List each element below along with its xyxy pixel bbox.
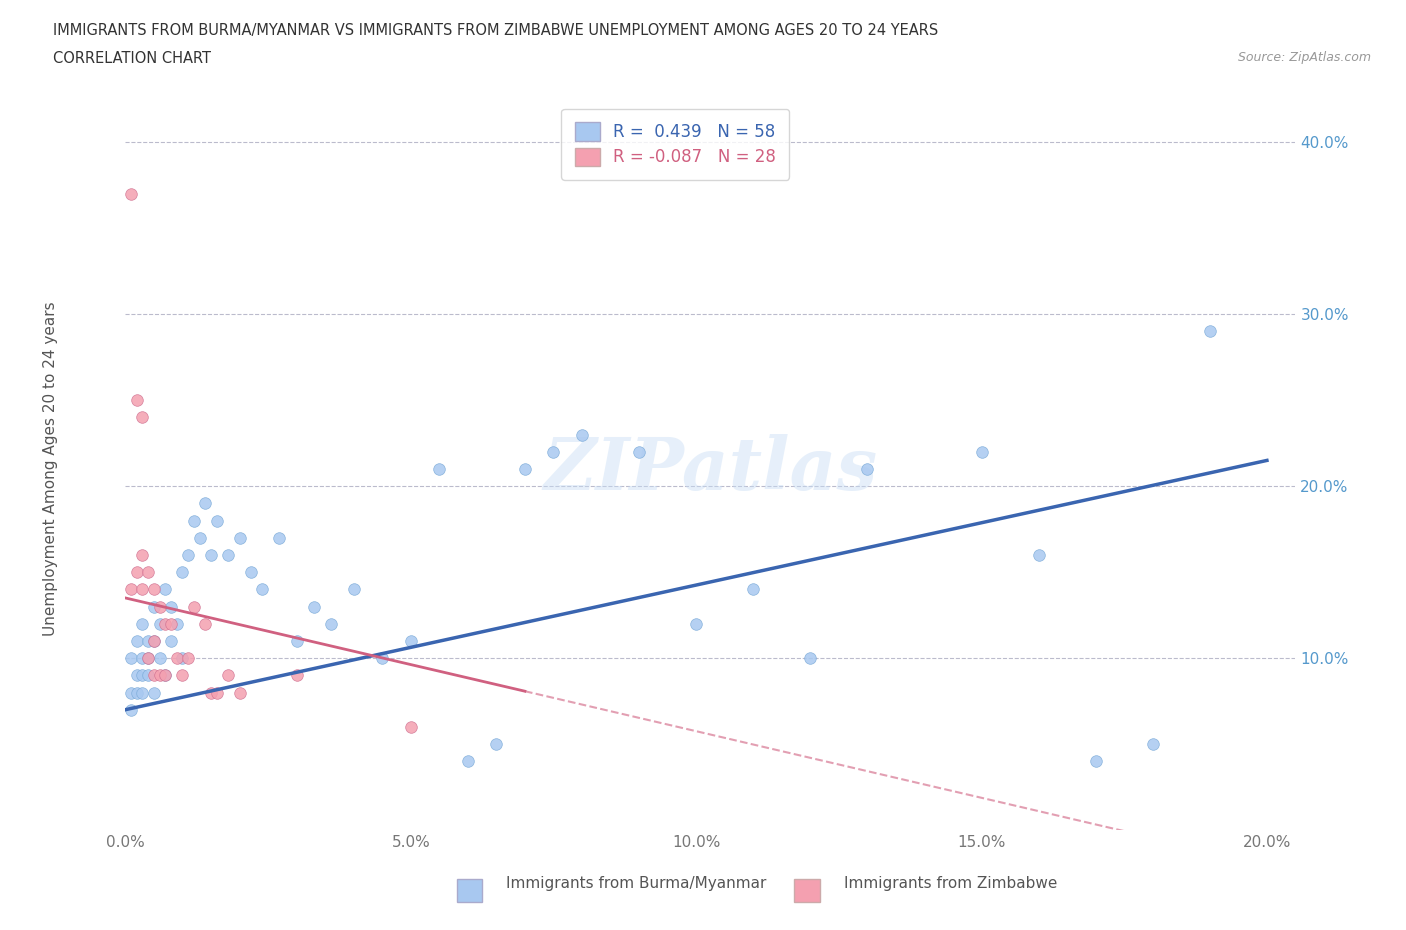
- Point: [194, 617, 217, 631]
- Point: [160, 633, 183, 648]
- Y-axis label: Unemployment Among Ages 20 to 24 years: Unemployment Among Ages 20 to 24 years: [44, 301, 58, 636]
- Point: [172, 565, 194, 579]
- Point: [142, 582, 165, 597]
- Point: [136, 668, 159, 683]
- Point: [149, 651, 172, 666]
- Point: [120, 702, 142, 717]
- Point: [399, 720, 422, 735]
- Point: [120, 187, 142, 202]
- Point: [172, 668, 194, 683]
- Point: [177, 548, 200, 563]
- Point: [205, 685, 228, 700]
- Point: [155, 582, 177, 597]
- Point: [1028, 548, 1050, 563]
- Point: [136, 651, 159, 666]
- Point: [799, 651, 821, 666]
- Point: [160, 617, 183, 631]
- Point: [200, 685, 222, 700]
- Point: [155, 617, 177, 631]
- Point: [131, 668, 153, 683]
- Point: [183, 513, 205, 528]
- Point: [188, 530, 211, 545]
- Point: [1084, 754, 1107, 769]
- Point: [172, 651, 194, 666]
- Point: [205, 513, 228, 528]
- Point: [120, 651, 142, 666]
- Point: [131, 685, 153, 700]
- Point: [120, 582, 142, 597]
- Point: [177, 651, 200, 666]
- Point: [228, 530, 250, 545]
- Point: [142, 599, 165, 614]
- Point: [371, 651, 394, 666]
- Point: [149, 617, 172, 631]
- Point: [142, 668, 165, 683]
- Point: [136, 651, 159, 666]
- Point: [125, 392, 148, 407]
- Point: [685, 617, 707, 631]
- Point: [856, 461, 879, 476]
- Point: [142, 633, 165, 648]
- Point: [155, 668, 177, 683]
- Point: [131, 651, 153, 666]
- Point: [485, 737, 508, 751]
- Point: [125, 565, 148, 579]
- Point: [228, 685, 250, 700]
- Point: [217, 548, 239, 563]
- Point: [457, 754, 479, 769]
- Point: [125, 685, 148, 700]
- Point: [131, 617, 153, 631]
- Legend: R =  0.439   N = 58, R = -0.087   N = 28: R = 0.439 N = 58, R = -0.087 N = 28: [561, 109, 789, 179]
- Text: Immigrants from Zimbabwe: Immigrants from Zimbabwe: [844, 876, 1057, 891]
- Point: [120, 685, 142, 700]
- Point: [239, 565, 262, 579]
- Point: [1142, 737, 1164, 751]
- Point: [142, 685, 165, 700]
- Point: [571, 427, 593, 442]
- Point: [125, 633, 148, 648]
- Point: [149, 668, 172, 683]
- Point: [543, 445, 565, 459]
- Point: [160, 599, 183, 614]
- Point: [166, 617, 188, 631]
- Point: [628, 445, 651, 459]
- Text: Source: ZipAtlas.com: Source: ZipAtlas.com: [1237, 51, 1371, 64]
- Point: [200, 548, 222, 563]
- Point: [399, 633, 422, 648]
- Point: [166, 651, 188, 666]
- Point: [142, 633, 165, 648]
- Point: [194, 496, 217, 511]
- Point: [155, 668, 177, 683]
- Point: [149, 599, 172, 614]
- Point: [131, 582, 153, 597]
- Point: [285, 668, 308, 683]
- Point: [136, 565, 159, 579]
- Text: Immigrants from Burma/Myanmar: Immigrants from Burma/Myanmar: [506, 876, 766, 891]
- Point: [131, 410, 153, 425]
- Text: ZIPatlas: ZIPatlas: [543, 433, 877, 504]
- Point: [742, 582, 765, 597]
- Point: [319, 617, 342, 631]
- Point: [427, 461, 450, 476]
- Point: [217, 668, 239, 683]
- Text: CORRELATION CHART: CORRELATION CHART: [53, 51, 211, 66]
- Point: [125, 668, 148, 683]
- Point: [302, 599, 325, 614]
- Point: [269, 530, 291, 545]
- Text: IMMIGRANTS FROM BURMA/MYANMAR VS IMMIGRANTS FROM ZIMBABWE UNEMPLOYMENT AMONG AGE: IMMIGRANTS FROM BURMA/MYANMAR VS IMMIGRA…: [53, 23, 939, 38]
- Point: [513, 461, 536, 476]
- Point: [1198, 324, 1220, 339]
- Point: [136, 633, 159, 648]
- Point: [183, 599, 205, 614]
- Point: [970, 445, 993, 459]
- Point: [131, 548, 153, 563]
- Point: [285, 633, 308, 648]
- Point: [343, 582, 366, 597]
- Point: [252, 582, 274, 597]
